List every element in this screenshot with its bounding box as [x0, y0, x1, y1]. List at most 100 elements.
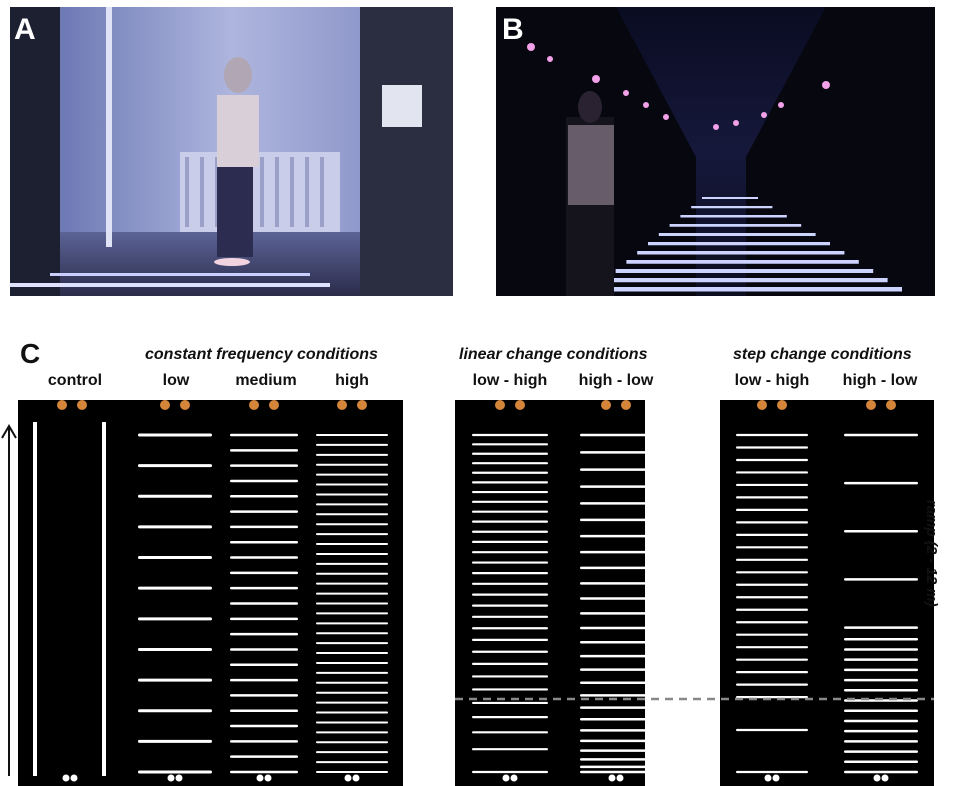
- constant-medium-stripe-10: [230, 571, 298, 575]
- constant-high-stripe-32: [316, 741, 388, 744]
- photo-b-stripe-5: [658, 233, 816, 236]
- ramp-diagram: [1, 400, 934, 786]
- constant-high-stripe-4: [316, 463, 388, 466]
- constant-medium-stripe-19: [230, 709, 298, 712]
- control-marker-2: [77, 400, 87, 410]
- step-low-high-marker-2: [777, 400, 787, 410]
- constant-high-label: high: [335, 372, 369, 389]
- constant-high-stripe-21: [316, 632, 388, 635]
- constant-high-stripe-6: [316, 483, 388, 486]
- step-high-low-stripe-9: [844, 668, 918, 672]
- constant-low-stripe-10: [138, 709, 212, 713]
- linear-low-high-stripe-10: [472, 638, 548, 641]
- arrow-head: [1, 424, 17, 439]
- control-foot-2: [70, 774, 78, 782]
- step-high-low-foot-1: [873, 774, 881, 782]
- constant-medium-stripe-9: [230, 556, 298, 559]
- linear-low-high-stripe-6: [472, 688, 548, 691]
- linear-high-low-stripe-15: [580, 612, 652, 615]
- step-low-high-stripe-9: [736, 533, 808, 536]
- step-low-high-stripe-16: [736, 621, 808, 624]
- linear-high-low-stripe-18: [580, 566, 652, 570]
- constant-high-stripe-15: [316, 572, 388, 575]
- constant-high-stripe-22: [316, 642, 388, 645]
- constant-high-stripe-16: [316, 582, 388, 585]
- constant-high-stripe-1: [316, 434, 388, 436]
- step-low-high-stripe-8: [736, 521, 808, 524]
- constant-medium-stripe-1: [230, 433, 298, 437]
- linear-high-low-stripe-24: [580, 468, 652, 471]
- photo-b-stripes: [594, 197, 902, 292]
- constant-low-label: low: [162, 372, 190, 389]
- step-high-low-stripe-5: [844, 626, 918, 629]
- linear-low-high-stripe-20: [472, 530, 548, 533]
- linear-low-high-stripe-12: [472, 615, 548, 618]
- linear-low-high-stripe-25: [472, 481, 548, 484]
- step-high-low-foot-2: [881, 774, 889, 782]
- photo-a: A: [10, 7, 453, 296]
- constant-medium-stripe-13: [230, 617, 298, 621]
- step-high-low-stripe-15: [844, 729, 918, 733]
- step-high-low-marker-2: [886, 400, 896, 410]
- linear-high-low-foot-2: [616, 774, 624, 782]
- constant-medium-stripe-16: [230, 663, 298, 667]
- step-low-high-stripe-13: [736, 583, 808, 586]
- panel-c-label: C: [20, 338, 41, 369]
- constant-medium-stripe-18: [230, 694, 298, 697]
- linear-high-low-stripe-10: [580, 681, 652, 684]
- constant-medium-stripe-12: [230, 602, 298, 605]
- linear-high-low-stripe-14: [580, 626, 652, 630]
- step-high-low-stripe-18: [844, 760, 918, 764]
- constant-high-stripe-2: [316, 443, 388, 446]
- constant-low-stripe-7: [138, 617, 212, 621]
- photo-b-stripe-3: [680, 215, 787, 218]
- constant-high-stripe-10: [316, 523, 388, 526]
- constant-medium-stripe-8: [230, 540, 298, 544]
- step-low-high-stripe-22: [736, 696, 808, 699]
- constant-high-stripe-13: [316, 552, 388, 555]
- constant-high-stripe-25: [316, 671, 388, 674]
- constant-high-stripe-20: [316, 622, 388, 625]
- linear-low-high-stripe-9: [472, 650, 548, 653]
- constant-high-stripe-28: [316, 701, 388, 704]
- constant-low-stripe-12: [138, 770, 212, 774]
- linear-low-high-stripe-21: [472, 520, 548, 523]
- photo-a-scene: [10, 7, 453, 296]
- step-high-low-stripe-6: [844, 637, 918, 641]
- step-low-high-stripe-20: [736, 671, 808, 674]
- panel-b-label: B: [502, 13, 524, 46]
- linear-low-high-stripe-30: [472, 433, 548, 437]
- photo-b-stripe-4: [669, 224, 802, 227]
- constant-medium-stripe-7: [230, 525, 298, 529]
- constant-low-stripe-2: [138, 464, 212, 468]
- ramp-length-label: ramp (2 - 12 m): [923, 500, 940, 607]
- linear-group-title: linear change conditions: [459, 346, 648, 363]
- constant-high-stripe-29: [316, 711, 388, 714]
- linear-high-low-stripe-23: [580, 485, 652, 488]
- constant-medium-foot-2: [264, 774, 272, 782]
- constant-medium-stripe-5: [230, 495, 298, 498]
- photo-b-stripe-7: [637, 251, 845, 255]
- step-low-high-stripe-7: [736, 508, 808, 511]
- step-high-low-stripe-10: [844, 678, 918, 682]
- linear-high-low-stripe-16: [580, 597, 652, 600]
- constant-low-stripe-4: [138, 525, 212, 529]
- linear-low-high-stripe-1: [472, 770, 548, 774]
- linear-high-low-stripe-9: [580, 694, 652, 697]
- linear-high-low-marker-2: [621, 400, 631, 410]
- step-low-high-stripe-12: [736, 571, 808, 574]
- linear-low-high-stripe-13: [472, 604, 548, 607]
- step-low-high-stripe-21: [736, 683, 808, 686]
- linear-high-low-stripe-3: [580, 758, 652, 761]
- step-low-high-label: low - high: [734, 372, 810, 389]
- constant-medium-stripe-17: [230, 678, 298, 682]
- step-low-high-stripe-15: [736, 608, 808, 611]
- linear-high-low-stripe-12: [580, 654, 652, 658]
- constant-high-stripe-7: [316, 493, 388, 496]
- step-high-low-stripe-7: [844, 648, 918, 651]
- step-high-low-stripe-14: [844, 719, 918, 723]
- constant-high-stripe-35: [316, 771, 388, 773]
- linear-low-high-foot-1: [502, 774, 510, 782]
- constant-low-stripe-1: [138, 433, 212, 437]
- constant-low-stripe-8: [138, 647, 212, 651]
